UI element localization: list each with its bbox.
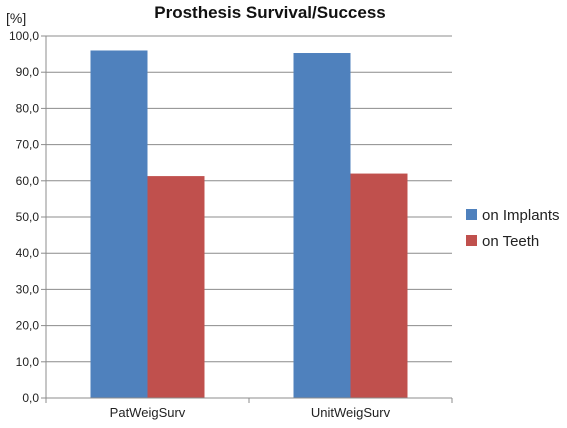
y-axis-ticks: 0,0 10,0 20,0 30,0 40,0 50,0 60,0 70,0 80,0 90,0 1… (9, 29, 46, 405)
x-tick-label: UnitWeigSurv (311, 405, 391, 420)
bar (350, 173, 408, 398)
axes (45, 36, 453, 403)
y-tick-label: 100,0 (9, 29, 39, 43)
y-tick-label: 30,0 (16, 282, 40, 296)
legend-label: on Teeth (482, 233, 539, 250)
x-tick-label: PatWeigSurv (110, 405, 186, 420)
y-tick-label: 0,0 (22, 391, 39, 405)
chart-title: Prosthesis Survival/Success (154, 3, 386, 22)
bar (147, 176, 205, 398)
y-tick-label: 10,0 (16, 355, 40, 369)
y-tick-label: 90,0 (16, 65, 40, 79)
y-tick-label: 80,0 (16, 101, 40, 115)
legend: on Implants on Teeth (466, 207, 560, 250)
y-tick-label: 40,0 (16, 246, 40, 260)
bar (90, 50, 148, 398)
x-axis-labels: PatWeigSurv UnitWeigSurv (110, 405, 391, 420)
bars (90, 50, 408, 398)
y-tick-label: 70,0 (16, 138, 40, 152)
y-axis-unit-label: [%] (6, 10, 26, 26)
legend-label: on Implants (482, 207, 560, 224)
bar (293, 53, 351, 398)
legend-swatch (466, 209, 477, 220)
y-tick-label: 60,0 (16, 174, 40, 188)
y-tick-label: 20,0 (16, 319, 40, 333)
y-tick-label: 50,0 (16, 210, 40, 224)
legend-swatch (466, 235, 477, 246)
